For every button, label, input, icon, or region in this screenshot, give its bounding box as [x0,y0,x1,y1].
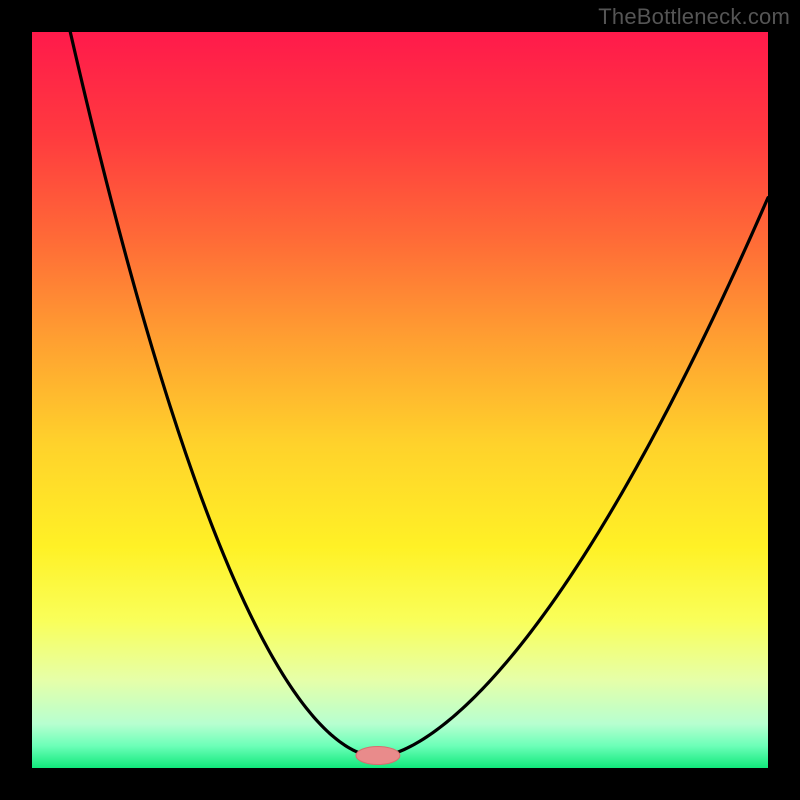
bottleneck-curve-chart [0,0,800,800]
chart-container: TheBottleneck.com [0,0,800,800]
plot-background-gradient [32,32,768,768]
watermark-text: TheBottleneck.com [598,4,790,30]
optimal-point-marker [356,746,400,764]
